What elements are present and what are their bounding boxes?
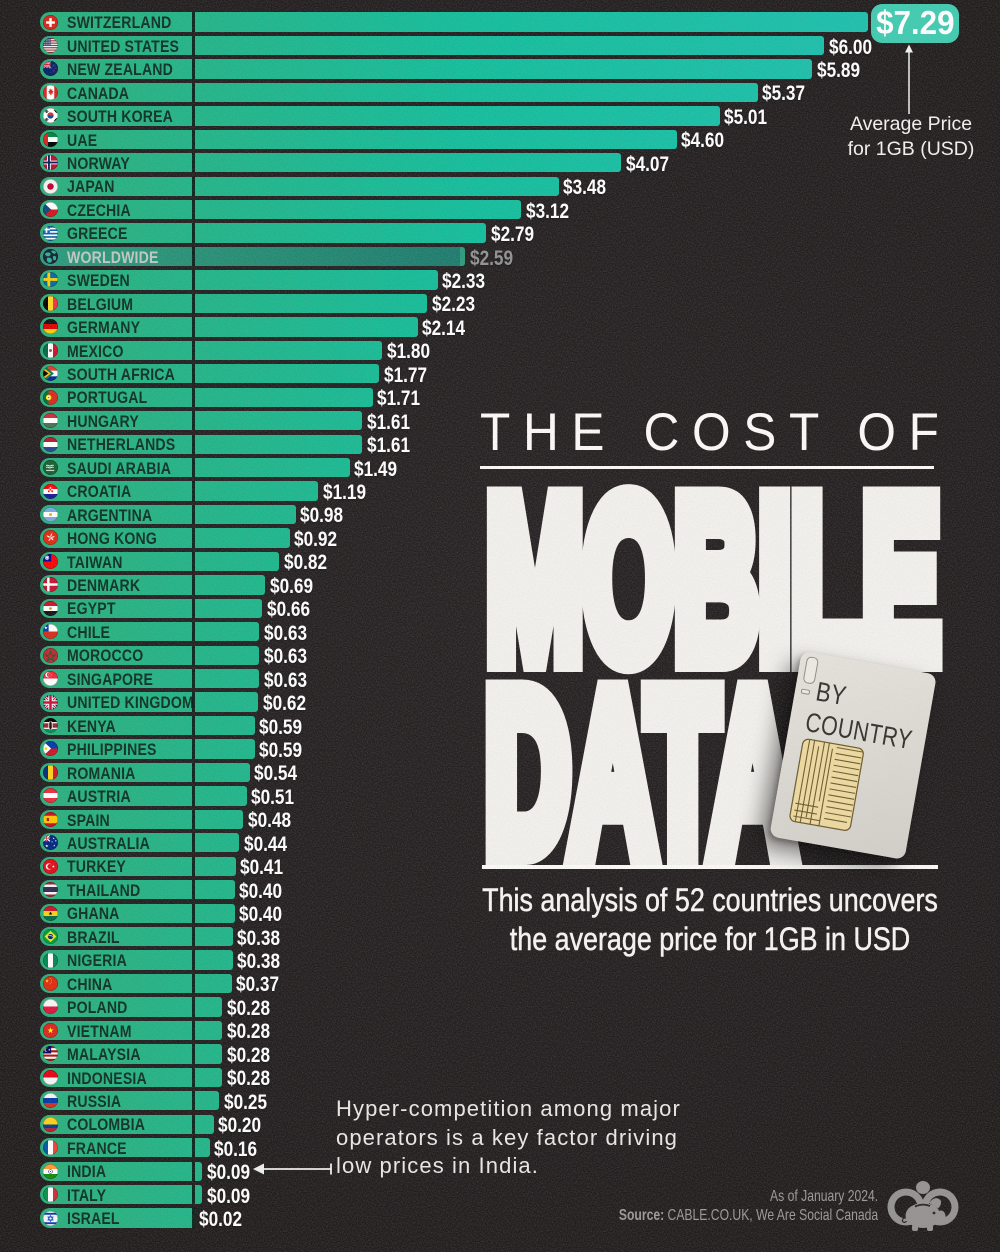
svg-text:MOBILE: MOBILE bbox=[486, 473, 940, 693]
svg-text:DATA: DATA bbox=[485, 666, 795, 886]
